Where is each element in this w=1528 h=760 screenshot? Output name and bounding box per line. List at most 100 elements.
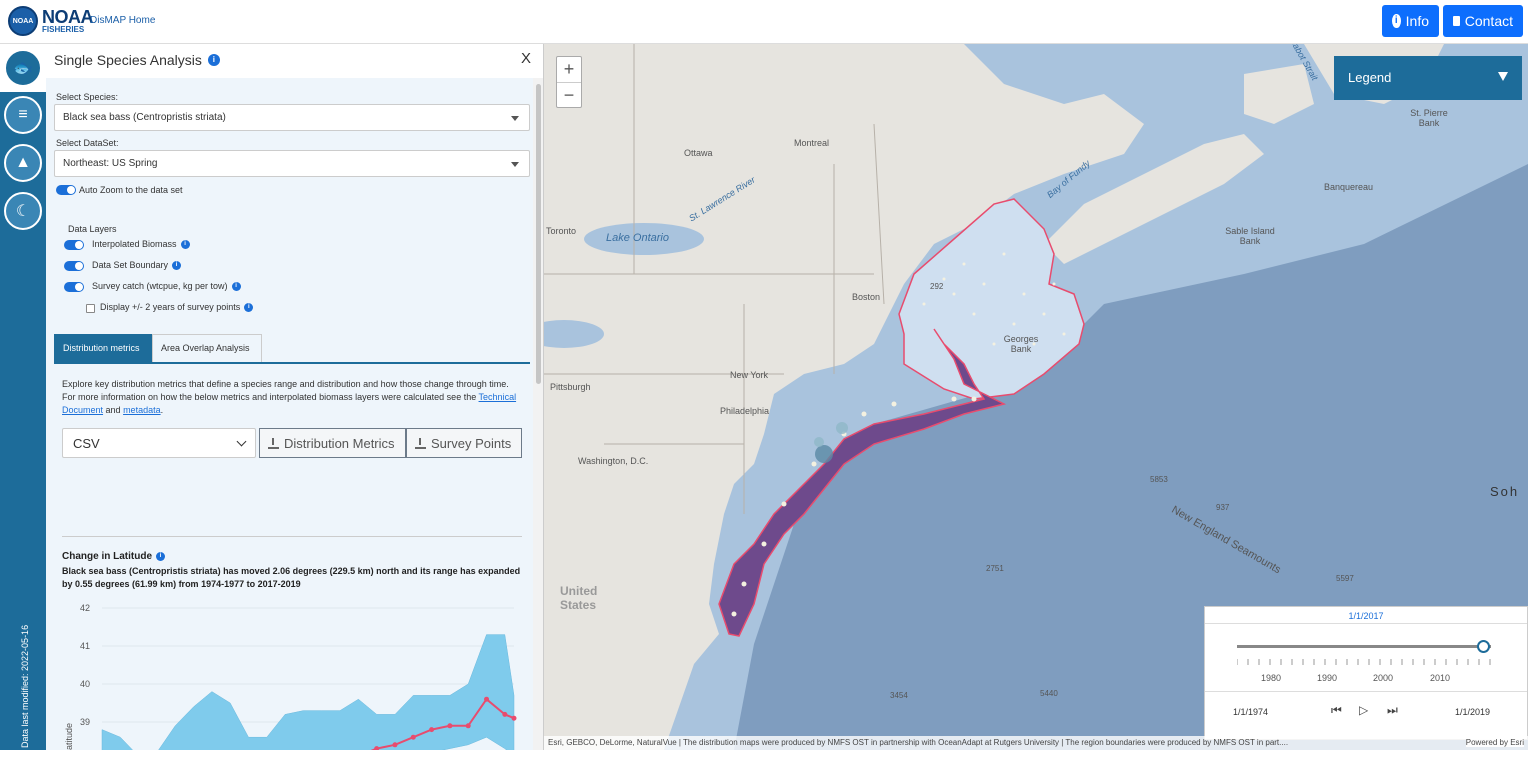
close-button[interactable]: X bbox=[520, 50, 531, 67]
change-latitude-title: Change in Latitude i bbox=[62, 551, 165, 562]
survey-catch-marker bbox=[836, 422, 848, 434]
info-icon[interactable]: i bbox=[244, 302, 254, 312]
habitat-tool-button[interactable]: ▲ bbox=[4, 144, 42, 182]
map-depth-292: 292 bbox=[930, 282, 944, 291]
map-depth-5440: 5440 bbox=[1040, 689, 1058, 698]
tab-area-overlap[interactable]: Area Overlap Analysis bbox=[152, 334, 262, 362]
metadata-link[interactable]: metadata bbox=[123, 405, 161, 415]
map-label-banquereau: Banquereau bbox=[1324, 182, 1374, 192]
fish-group-icon: ≡ bbox=[18, 106, 28, 123]
mountain-icon: ▲ bbox=[15, 154, 31, 171]
display-survey-label: Display +/- 2 years of survey points i bbox=[100, 302, 254, 312]
mainland bbox=[544, 44, 1144, 750]
map-label-ottawa: Ottawa bbox=[684, 148, 713, 158]
info-icon[interactable]: i bbox=[172, 260, 182, 270]
layer-label: Survey catch (wtcpue, kg per tow) bbox=[92, 281, 228, 291]
info-icon[interactable]: i bbox=[231, 281, 241, 291]
data-set-boundary-label: Data Set Boundary i bbox=[92, 260, 182, 270]
data-set-boundary-toggle[interactable] bbox=[64, 261, 84, 271]
survey-catch-marker bbox=[815, 445, 833, 463]
download-survey-points-button[interactable]: Survey Points bbox=[406, 428, 522, 458]
map-depth-2751: 2751 bbox=[986, 564, 1004, 573]
caret-down-icon bbox=[511, 162, 519, 167]
noaa-seal-icon: NOAA bbox=[8, 6, 38, 36]
map-label-montreal: Montreal bbox=[794, 138, 830, 148]
survey-catch-marker bbox=[814, 437, 824, 447]
dataset-select-value: Northeast: US Spring bbox=[63, 158, 158, 169]
info-icon[interactable]: i bbox=[180, 239, 190, 249]
dataset-label: Select DataSet: bbox=[56, 138, 119, 148]
map-label-new-york: New York bbox=[730, 370, 769, 380]
download-distribution-metrics-button[interactable]: Distribution Metrics bbox=[259, 428, 406, 458]
info-icon: i bbox=[1392, 14, 1401, 28]
map-label-sable-island: Sable Island Bank bbox=[1225, 226, 1275, 246]
zoom-out-button[interactable]: − bbox=[563, 85, 575, 105]
chevron-down-icon bbox=[236, 436, 247, 447]
info-button[interactable]: i Info bbox=[1382, 5, 1439, 37]
chart-mean-point bbox=[502, 711, 508, 717]
map-label-toronto: Toronto bbox=[546, 226, 577, 236]
previous-icon[interactable]: ⏮ bbox=[1331, 703, 1342, 717]
time-slider-track[interactable] bbox=[1237, 645, 1491, 648]
info-icon[interactable]: i bbox=[156, 552, 165, 561]
contact-button[interactable]: Contact bbox=[1443, 5, 1523, 37]
chart-mean-point bbox=[374, 746, 380, 752]
layer-label: Data Set Boundary bbox=[92, 260, 169, 270]
panel-scrollbar[interactable] bbox=[533, 78, 543, 760]
data-set-boundary-north bbox=[898, 198, 1085, 400]
map-view[interactable]: Ottawa Montreal Toronto Lake Ontario St.… bbox=[544, 44, 1528, 750]
interpolated-biomass-toggle[interactable] bbox=[64, 240, 84, 250]
chart-mean-point bbox=[392, 742, 398, 748]
map-label-soh: Soh bbox=[1490, 484, 1520, 499]
survey-catch-toggle[interactable] bbox=[64, 282, 84, 292]
play-icon[interactable]: ▷ bbox=[1359, 703, 1369, 717]
chart-mean-point bbox=[447, 723, 453, 729]
noaa-logo[interactable]: NOAA NOAA FISHERIES bbox=[8, 6, 94, 36]
chart-y-tick-label: 40 bbox=[80, 679, 90, 689]
time-year-label: 2000 bbox=[1373, 673, 1394, 683]
single-species-tool-button[interactable]: 🐟 bbox=[0, 44, 46, 92]
time-end-label: 1/1/2019 bbox=[1455, 707, 1491, 717]
depth-icon: ☾ bbox=[15, 203, 31, 220]
time-slider-handle[interactable] bbox=[1477, 640, 1490, 653]
description-text: Explore key distribution metrics that de… bbox=[62, 378, 522, 417]
interpolated-biomass-area bbox=[718, 328, 1007, 637]
info-icon[interactable]: i bbox=[207, 54, 220, 66]
powered-by-link[interactable]: Powered by Esri bbox=[1465, 738, 1524, 747]
zoom-in-button[interactable]: + bbox=[557, 57, 581, 83]
map-depth-3454: 3454 bbox=[890, 691, 908, 700]
map-label-pittsburgh: Pittsburgh bbox=[550, 382, 591, 392]
auto-zoom-toggle[interactable] bbox=[56, 185, 76, 195]
chart-y-axis-label: Latitude bbox=[64, 723, 74, 755]
caret-down-icon bbox=[511, 116, 519, 121]
survey-points bbox=[731, 252, 1066, 617]
map-attribution: Esri, GEBCO, DeLorme, NaturalVue | The d… bbox=[544, 736, 1528, 750]
single-species-panel: Single Species Analysis i X Select Speci… bbox=[46, 44, 544, 760]
format-select[interactable]: CSV bbox=[62, 428, 256, 458]
technical-document-link[interactable]: Technical Document bbox=[62, 392, 517, 415]
borders bbox=[544, 44, 885, 514]
time-ticks bbox=[1237, 659, 1491, 665]
lake-erie bbox=[544, 320, 604, 348]
chart-mean-point bbox=[410, 734, 416, 740]
contact-button-label: Contact bbox=[1464, 13, 1513, 29]
last-modified-date: Data last modified: 2022-05-16 bbox=[20, 624, 30, 748]
download-icon bbox=[268, 437, 279, 449]
map-label-lake-ontario: Lake Ontario bbox=[606, 232, 669, 244]
legend-toggle[interactable]: Legend bbox=[1334, 56, 1522, 100]
species-select-value: Black sea bass (Centropristis striata) bbox=[63, 112, 226, 123]
bottom-bar bbox=[0, 750, 1528, 760]
format-select-value: CSV bbox=[73, 436, 100, 451]
tab-distribution-metrics[interactable]: Distribution metrics bbox=[54, 334, 152, 362]
display-survey-checkbox[interactable] bbox=[86, 304, 95, 313]
multi-species-tool-button[interactable]: ≡ bbox=[4, 96, 42, 134]
depth-tool-button[interactable]: ☾ bbox=[4, 192, 42, 230]
next-icon[interactable]: ⏭ bbox=[1387, 703, 1398, 717]
data-layers-heading: Data Layers bbox=[68, 224, 117, 234]
panel-scrollbar-thumb[interactable] bbox=[536, 84, 541, 384]
chart-y-tick-label: 42 bbox=[80, 603, 90, 613]
dismap-home-link[interactable]: DisMAP Home bbox=[90, 15, 156, 26]
dataset-select[interactable]: Northeast: US Spring bbox=[54, 150, 530, 177]
divider bbox=[62, 536, 522, 537]
species-select[interactable]: Black sea bass (Centropristis striata) bbox=[54, 104, 530, 131]
